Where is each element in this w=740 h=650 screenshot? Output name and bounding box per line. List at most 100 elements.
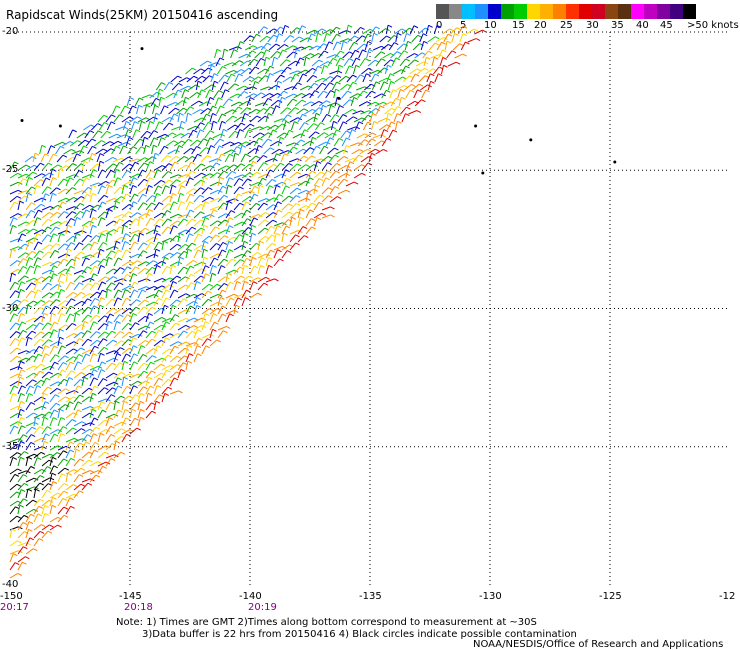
wind-barb <box>153 261 163 267</box>
wind-barb-flag <box>300 139 306 143</box>
wind-barb <box>33 289 39 299</box>
wind-barb <box>65 396 74 403</box>
wind-barb <box>193 345 198 355</box>
wind-barb <box>49 193 53 203</box>
wind-barb <box>185 265 191 275</box>
wind-barb <box>177 113 181 123</box>
wind-barb-flag <box>269 72 274 76</box>
wind-barb-flag <box>397 120 402 124</box>
wind-barb <box>97 195 105 203</box>
wind-barb-flag <box>177 341 183 345</box>
wind-barb <box>296 108 305 115</box>
wind-barb <box>398 97 402 107</box>
wind-barb-flag <box>225 229 231 233</box>
wind-barb <box>41 331 50 339</box>
colorbar-swatch <box>605 4 618 19</box>
island-marker <box>529 138 533 142</box>
wind-barb-flag <box>400 88 405 92</box>
colorbar-swatch <box>657 4 670 19</box>
wind-barb <box>138 121 143 131</box>
wind-barb-flag <box>241 144 247 148</box>
wind-barb-flag <box>167 354 173 358</box>
wind-barb-flag <box>110 425 115 429</box>
wind-barb <box>105 233 109 243</box>
wind-barb <box>153 202 160 211</box>
wind-barb-flag <box>265 49 271 53</box>
wind-barb <box>168 107 176 115</box>
wind-barb-flag <box>414 59 419 63</box>
wind-barb-flag <box>149 161 154 165</box>
wind-barb-flag <box>240 259 245 263</box>
wind-barb-flag <box>91 184 97 188</box>
wind-barb-flag <box>111 298 117 302</box>
wind-barb-flag <box>121 308 126 312</box>
wind-barb <box>238 53 248 59</box>
wind-barb <box>239 60 248 67</box>
wind-barb <box>65 298 72 307</box>
wind-barb-flag <box>60 289 66 292</box>
wind-barb-flag <box>143 162 149 166</box>
wind-barb-flag <box>104 387 109 391</box>
wind-barb-flag <box>227 272 233 276</box>
wind-barb <box>337 189 347 195</box>
wind-barb-flag <box>240 41 245 44</box>
wind-barb-flag <box>219 145 224 149</box>
wind-barb <box>153 378 160 387</box>
wind-barb-flag <box>80 347 85 351</box>
wind-barb <box>169 235 177 243</box>
wind-barb-flag <box>135 322 140 326</box>
wind-barb <box>208 158 218 163</box>
wind-barb <box>153 265 158 275</box>
wind-barb <box>287 60 296 67</box>
wind-barb-flag <box>144 227 150 231</box>
wind-barb-flag <box>21 385 26 389</box>
colorbar-label: 10 <box>484 20 497 31</box>
wind-barb <box>49 299 57 307</box>
wind-barb <box>208 105 214 115</box>
colorbar-swatch <box>618 4 631 19</box>
wind-barb <box>9 213 19 219</box>
wind-barb-flag <box>442 49 447 53</box>
wind-barb-flag <box>214 257 219 261</box>
wind-barb <box>359 58 366 67</box>
wind-barb <box>161 195 170 203</box>
wind-barb <box>338 75 347 83</box>
wind-barb-flag <box>224 81 229 85</box>
wind-barb <box>73 490 80 499</box>
wind-barb <box>105 394 112 403</box>
wind-barb-flag <box>33 237 39 241</box>
wind-barb <box>9 506 16 515</box>
wind-barb <box>284 86 293 91</box>
wind-barb <box>402 75 410 83</box>
wind-barb <box>129 306 137 315</box>
wind-barb-flag <box>323 50 329 54</box>
wind-barb <box>57 329 61 339</box>
wind-barb-flag <box>127 129 133 133</box>
wind-barb-flag <box>264 236 270 239</box>
wind-barb <box>217 202 224 211</box>
wind-barb-flag <box>300 133 306 137</box>
wind-barb <box>233 281 238 291</box>
wind-barb <box>73 449 77 459</box>
wind-barb <box>65 206 75 211</box>
wind-barb-flag <box>86 193 92 197</box>
wind-barb-flag <box>14 473 19 477</box>
wind-barb-flag <box>387 24 393 28</box>
wind-barb <box>381 138 388 147</box>
wind-barb <box>193 261 203 267</box>
wind-barb <box>412 43 420 51</box>
wind-barb <box>177 324 186 331</box>
wind-barb-flag <box>83 376 89 380</box>
wind-barb-flag <box>233 49 238 53</box>
wind-barb-flag <box>43 312 49 316</box>
wind-barb <box>145 195 153 203</box>
wind-barb <box>9 500 18 507</box>
wind-barb-flag <box>106 398 111 402</box>
wind-barb-flag <box>176 299 181 303</box>
wind-barb-flag <box>134 121 139 125</box>
wind-barb-flag <box>304 129 309 133</box>
wind-barb <box>254 51 262 59</box>
wind-barb <box>129 313 134 323</box>
wind-barb-flag <box>112 443 117 447</box>
wind-barb <box>145 209 150 219</box>
